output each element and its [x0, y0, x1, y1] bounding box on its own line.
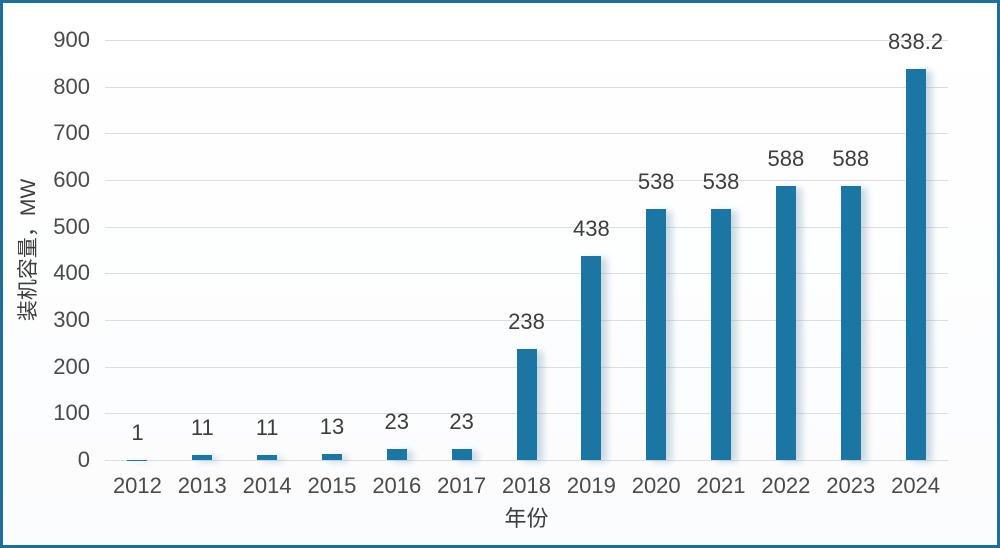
x-tick-label: 2015: [307, 473, 357, 498]
y-tick-label: 600: [53, 167, 90, 192]
bar-2021: [711, 208, 732, 460]
bar-2015: [321, 453, 342, 460]
bar-2013: [192, 454, 213, 460]
bar-2024: [905, 68, 926, 460]
x-tick-label: 2016: [372, 473, 422, 498]
bar-2023: [840, 185, 861, 460]
y-axis-title: 装机容量，MW: [17, 178, 40, 322]
bar-value-label: 23: [449, 409, 474, 435]
plot-area: 1 11 11 13 23 23 238 438 538 538 588 588 838.2: [105, 29, 948, 461]
bar-2018: [516, 348, 537, 460]
x-tick-label: 2017: [437, 473, 487, 498]
gridline: [105, 460, 948, 461]
y-tick-label: 800: [53, 73, 90, 99]
bar-2016: [386, 449, 407, 460]
bar-value-label: 588: [832, 145, 870, 171]
bar-2022: [775, 185, 796, 460]
bar-value-label: 238: [508, 308, 545, 334]
bar-value-label: 838.2: [888, 28, 944, 54]
gridline: [105, 133, 948, 135]
bar-value-label: 1: [131, 419, 144, 445]
y-tick-label: 200: [53, 353, 90, 379]
y-tick-label: 500: [53, 213, 90, 239]
gridline: [105, 86, 948, 88]
bar-value-label: 11: [190, 414, 214, 440]
gridline: [105, 40, 948, 41]
x-axis-title: 年份: [504, 506, 549, 531]
x-tick-label: 2012: [112, 473, 162, 498]
bar-value-label: 538: [702, 168, 740, 194]
x-tick-label: 2021: [696, 473, 746, 498]
bar-value-label: 11: [255, 414, 279, 440]
gridline: [105, 226, 948, 228]
bar-value-label: 13: [319, 413, 345, 439]
y-tick-label: 400: [53, 260, 90, 286]
x-tick-label: 2020: [631, 473, 681, 498]
x-tick-label: 2018: [502, 473, 551, 498]
bar-value-label: 438: [572, 215, 610, 241]
bar-value-label: 588: [767, 145, 805, 171]
gridline: [105, 180, 948, 181]
gridline: [105, 320, 948, 321]
y-tick-label: 300: [53, 307, 90, 332]
x-tick-label: 2013: [177, 473, 227, 498]
bar-value-label: 23: [384, 409, 410, 435]
y-tick-label: 700: [53, 120, 90, 146]
x-tick-label: 2014: [242, 473, 292, 498]
bar-2014: [257, 454, 278, 460]
bar-2020: [646, 208, 667, 460]
y-tick-label: 900: [53, 27, 90, 52]
x-tick-label: 2023: [826, 473, 876, 498]
x-tick-label: 2019: [566, 473, 616, 498]
bar-2019: [581, 255, 602, 460]
x-tick-label: 2022: [761, 473, 811, 498]
bar-2017: [451, 449, 472, 460]
y-tick-label: 0: [77, 447, 90, 472]
gridline: [105, 273, 948, 275]
y-tick-label: 100: [53, 400, 90, 426]
x-tick-label: 2024: [891, 473, 941, 498]
bar-value-label: 538: [637, 168, 675, 194]
